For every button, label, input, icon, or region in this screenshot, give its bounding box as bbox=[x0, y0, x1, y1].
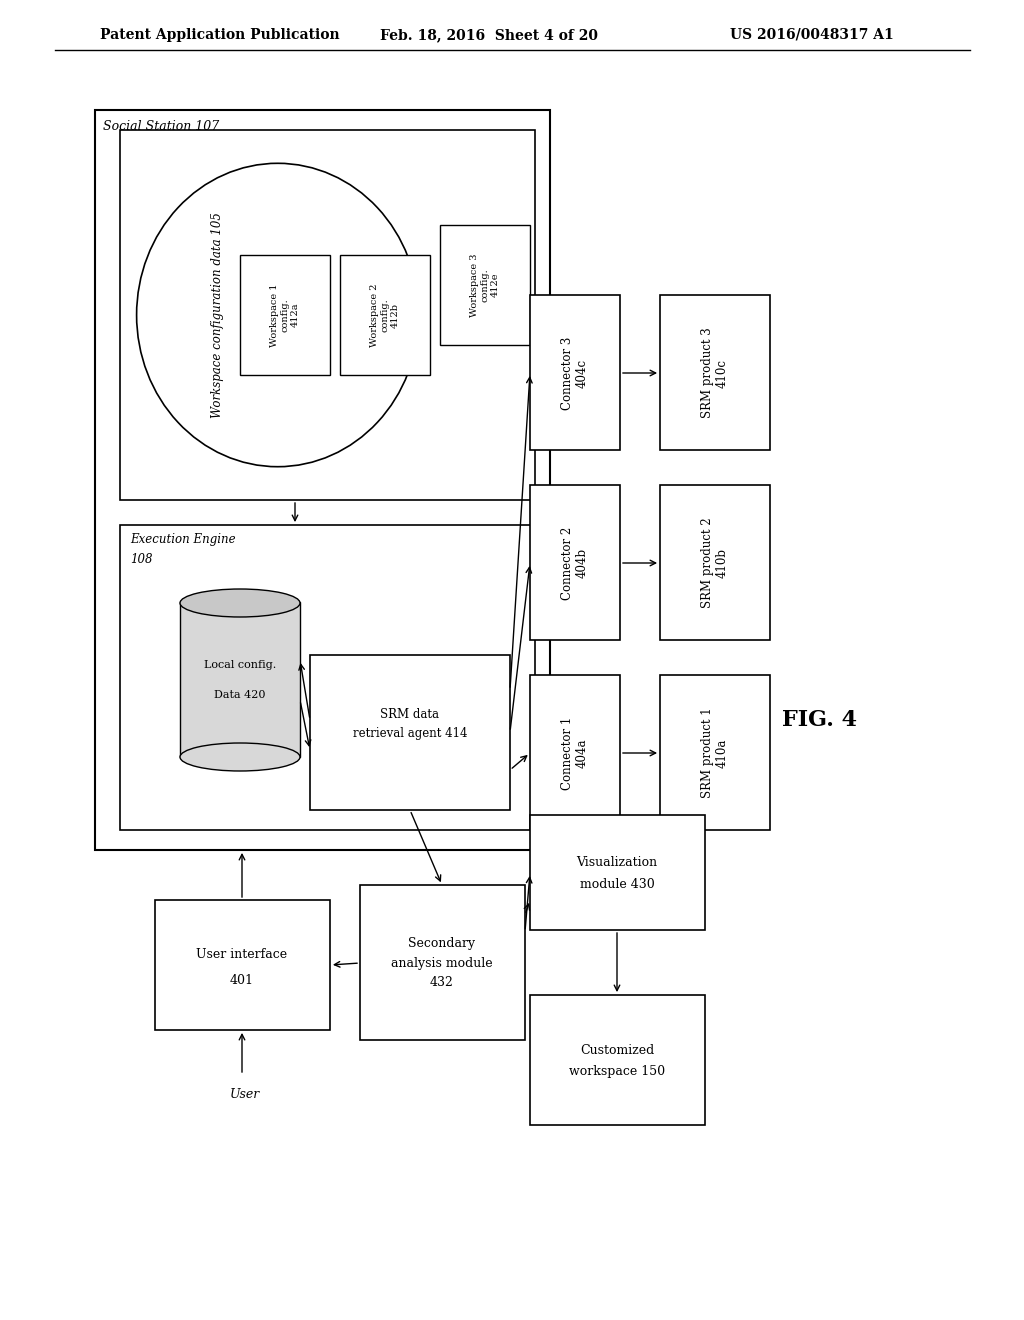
Text: retrieval agent 414: retrieval agent 414 bbox=[352, 726, 467, 739]
Text: Connector 1
404a: Connector 1 404a bbox=[561, 717, 589, 789]
Bar bbox=[530, 814, 705, 931]
Text: Workspace 2
config.
412b: Workspace 2 config. 412b bbox=[370, 284, 400, 347]
Ellipse shape bbox=[136, 164, 419, 467]
Text: workspace 150: workspace 150 bbox=[569, 1065, 665, 1078]
Text: analysis module: analysis module bbox=[391, 957, 493, 969]
Text: Visualization: Visualization bbox=[577, 857, 657, 870]
Bar bbox=[310, 655, 510, 810]
Bar bbox=[95, 110, 550, 850]
Bar bbox=[530, 294, 620, 450]
Text: Social Station 107: Social Station 107 bbox=[103, 120, 219, 133]
Text: Connector 3
404c: Connector 3 404c bbox=[561, 337, 589, 409]
Bar bbox=[180, 602, 300, 756]
Bar bbox=[240, 255, 330, 375]
Text: SRM product 2
410b: SRM product 2 410b bbox=[701, 517, 729, 609]
Text: 432: 432 bbox=[430, 977, 454, 990]
Ellipse shape bbox=[180, 589, 300, 616]
Text: SRM product 3
410c: SRM product 3 410c bbox=[701, 327, 729, 418]
Bar bbox=[530, 675, 620, 830]
Bar bbox=[440, 224, 530, 345]
Text: Workspace 1
config.
412a: Workspace 1 config. 412a bbox=[270, 284, 300, 347]
Text: 108: 108 bbox=[130, 553, 153, 566]
Text: Data 420: Data 420 bbox=[214, 690, 266, 700]
Bar bbox=[340, 255, 430, 375]
Bar bbox=[120, 129, 535, 500]
Bar bbox=[530, 484, 620, 640]
Text: SRM data: SRM data bbox=[381, 709, 439, 722]
Text: Secondary: Secondary bbox=[409, 936, 475, 949]
Text: Execution Engine: Execution Engine bbox=[130, 533, 236, 546]
Text: US 2016/0048317 A1: US 2016/0048317 A1 bbox=[730, 28, 894, 42]
Text: User interface: User interface bbox=[197, 949, 288, 961]
Text: Feb. 18, 2016  Sheet 4 of 20: Feb. 18, 2016 Sheet 4 of 20 bbox=[380, 28, 598, 42]
Text: 401: 401 bbox=[230, 974, 254, 986]
Text: module 430: module 430 bbox=[580, 879, 654, 891]
Bar bbox=[120, 525, 535, 830]
Text: Connector 2
404b: Connector 2 404b bbox=[561, 527, 589, 599]
Ellipse shape bbox=[180, 743, 300, 771]
Text: Workspace 3
config.
412e: Workspace 3 config. 412e bbox=[470, 253, 500, 317]
Bar bbox=[530, 995, 705, 1125]
Text: Patent Application Publication: Patent Application Publication bbox=[100, 28, 340, 42]
Text: Local config.: Local config. bbox=[204, 660, 276, 671]
Bar bbox=[660, 294, 770, 450]
Text: FIG. 4: FIG. 4 bbox=[782, 709, 857, 731]
Bar bbox=[660, 484, 770, 640]
Text: Customized: Customized bbox=[580, 1044, 654, 1056]
Text: Workspace configuration data 105: Workspace configuration data 105 bbox=[211, 213, 224, 418]
Bar bbox=[660, 675, 770, 830]
Text: SRM product 1
410a: SRM product 1 410a bbox=[701, 708, 729, 799]
Text: User: User bbox=[230, 1089, 260, 1101]
Bar bbox=[360, 884, 525, 1040]
Bar bbox=[155, 900, 330, 1030]
